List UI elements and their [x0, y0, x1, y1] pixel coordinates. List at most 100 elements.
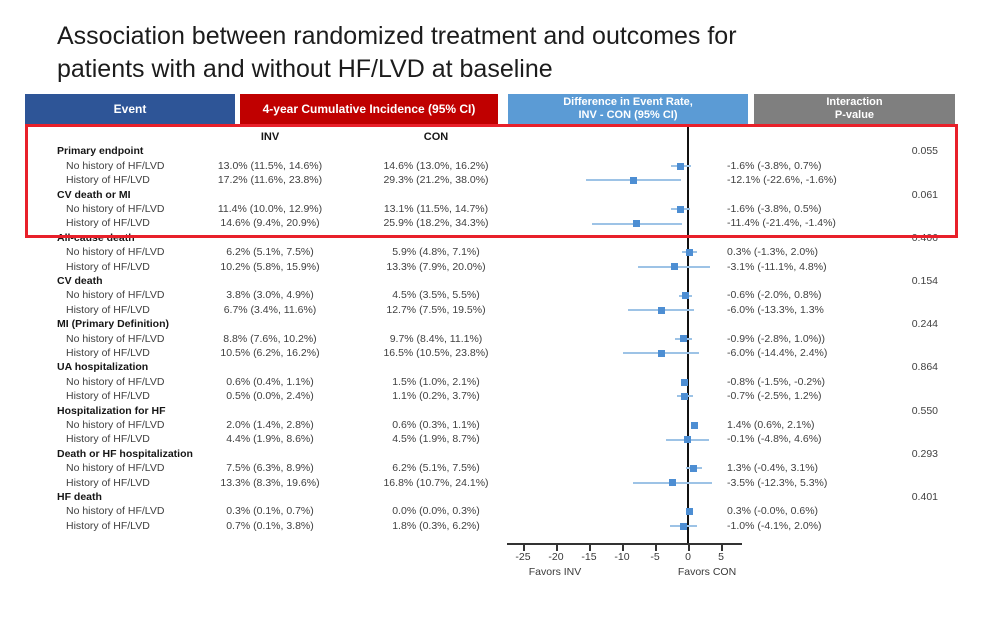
- con-value: 29.3% (21.2%, 38.0%): [383, 174, 489, 187]
- interaction-pvalue: 0.550: [911, 404, 938, 417]
- table-row-item: History of HF/LVD 17.2% (11.6%, 23.8%) 29.…: [0, 173, 985, 187]
- diff-value: -1.0% (-4.1%, 2.0%): [727, 519, 822, 532]
- inv-value: 4.4% (1.9%, 8.6%): [226, 433, 314, 446]
- table-row-item: No history of HF/LVD 3.8% (3.0%, 4.9%) 4.5…: [0, 288, 985, 302]
- point-marker: [680, 335, 688, 343]
- diff-value: -6.0% (-13.3%, 1.3%: [727, 303, 824, 316]
- page-title: Association between randomized treatment…: [57, 20, 937, 86]
- column-header-interaction-line2: P-value: [834, 109, 875, 121]
- diff-value: -6.0% (-14.4%, 2.4%): [727, 347, 828, 359]
- diff-value: -3.1% (-11.1%, 4.8%): [727, 260, 827, 273]
- point-marker: [680, 522, 687, 530]
- con-value: 1.5% (1.0%, 2.1%): [392, 375, 480, 388]
- inv-value: 3.8% (3.0%, 4.9%): [226, 289, 314, 302]
- event-item-label: No history of HF/LVD: [66, 462, 165, 475]
- event-group-label: CV death or MI: [57, 188, 131, 201]
- point-marker: [670, 263, 678, 271]
- point-marker: [657, 306, 665, 314]
- con-value: 4.5% (3.5%, 5.5%): [392, 289, 480, 302]
- axis-tick-mark: [523, 545, 525, 551]
- point-marker: [677, 205, 685, 213]
- inv-value: 6.7% (3.4%, 11.6%): [223, 303, 317, 316]
- axis-tick-mark: [556, 545, 558, 551]
- point-marker: [681, 392, 689, 400]
- con-value: 14.6% (13.0%, 16.2%): [383, 159, 489, 172]
- table-row-item: No history of HF/LVD 0.3% (0.1%, 0.7%) 0.0…: [0, 504, 985, 518]
- con-value: 13.3% (7.9%, 20.0%): [386, 260, 486, 273]
- table-row-item: History of HF/LVD 0.5% (0.0%, 2.4%) 1.1% (…: [0, 389, 985, 403]
- table-row-item: No history of HF/LVD 11.4% (10.0%, 12.9%)…: [0, 202, 985, 216]
- event-item-label: History of HF/LVD: [66, 303, 150, 316]
- event-group-label: Hospitalization for HF: [57, 404, 166, 417]
- event-group-label: MI (Primary Definition): [57, 318, 170, 331]
- diff-value: -0.7% (-2.5%, 1.2%): [727, 390, 822, 403]
- axis-tick-label: -10: [614, 551, 630, 563]
- inv-value: 0.7% (0.1%, 3.8%): [226, 519, 314, 532]
- inv-value: 14.6% (9.4%, 20.9%): [220, 217, 320, 230]
- inv-value: 7.5% (6.3%, 8.9%): [226, 462, 314, 475]
- event-item-label: No history of HF/LVD: [66, 419, 165, 431]
- axis-tick-mark: [688, 545, 690, 551]
- interaction-pvalue: 0.061: [911, 188, 938, 201]
- table-row-item: History of HF/LVD 14.6% (9.4%, 20.9%) 25.9…: [0, 216, 985, 230]
- page-title-line2: patients with and without HF/LVD at base…: [57, 55, 553, 83]
- inv-value: 0.5% (0.0%, 2.4%): [226, 390, 314, 403]
- inv-value: 0.6% (0.4%, 1.1%): [226, 375, 314, 388]
- table-row-item: History of HF/LVD 10.2% (5.8%, 15.9%) 13.3…: [0, 260, 985, 274]
- event-item-label: No history of HF/LVD: [66, 375, 165, 388]
- interaction-pvalue: 0.244: [911, 318, 938, 331]
- event-group-label: Primary endpoint: [57, 145, 144, 158]
- diff-value: -0.8% (-1.5%, -0.2%): [727, 375, 826, 388]
- diff-value: -1.6% (-3.8%, 0.7%): [727, 159, 822, 172]
- con-value: 9.7% (8.4%, 11.1%): [389, 332, 483, 345]
- diff-value: -12.1% (-22.6%, -1.6%): [727, 174, 837, 187]
- axis-tick-mark: [589, 545, 591, 551]
- table-row-group: All-cause death 0.406: [0, 231, 985, 245]
- inv-value: 10.5% (6.2%, 16.2%): [220, 347, 320, 359]
- diff-value: 1.4% (0.6%, 2.1%): [727, 419, 815, 431]
- point-marker: [690, 464, 698, 472]
- event-item-label: No history of HF/LVD: [66, 505, 165, 518]
- inv-value: 13.3% (8.3%, 19.6%): [220, 476, 320, 489]
- point-marker: [657, 349, 665, 357]
- table-row-group: CV death 0.154: [0, 274, 985, 288]
- point-marker: [690, 421, 698, 429]
- event-item-label: History of HF/LVD: [66, 174, 150, 187]
- table-row-item: History of HF/LVD 6.7% (3.4%, 11.6%) 12.7%…: [0, 303, 985, 317]
- table-row-group: HF death 0.401: [0, 490, 985, 504]
- interaction-pvalue: 0.406: [911, 231, 938, 244]
- event-item-label: History of HF/LVD: [66, 519, 150, 532]
- column-header-difference: Difference in Event Rate, INV - CON (95%…: [508, 94, 748, 124]
- diff-value: -0.1% (-4.8%, 4.6%): [727, 433, 822, 446]
- table-row-item: No history of HF/LVD 6.2% (5.1%, 7.5%) 5.9…: [0, 245, 985, 259]
- point-marker: [684, 436, 692, 444]
- column-header-incidence: 4-year Cumulative Incidence (95% CI): [240, 94, 498, 124]
- axis-tick-label: -20: [548, 551, 564, 563]
- interaction-pvalue: 0.293: [911, 447, 938, 460]
- table-row-item: History of HF/LVD 13.3% (8.3%, 19.6%) 16.8…: [0, 476, 985, 490]
- inv-value: 0.3% (0.1%, 0.7%): [226, 505, 314, 518]
- diff-value: -11.4% (-21.4%, -1.4%): [727, 217, 836, 230]
- con-value: 5.9% (4.8%, 7.1%): [392, 246, 480, 259]
- column-header-difference-line2: INV - CON (95% CI): [578, 109, 678, 121]
- diff-value: -0.9% (-2.8%, 1.0%)): [727, 332, 826, 345]
- axis-tick-label: 5: [718, 551, 724, 563]
- point-marker: [630, 176, 638, 184]
- event-group-label: All-cause death: [57, 231, 135, 244]
- con-value: 25.9% (18.2%, 34.3%): [383, 217, 489, 230]
- event-item-label: History of HF/LVD: [66, 347, 150, 359]
- event-group-label: CV death: [57, 275, 103, 287]
- column-header-incidence-label: 4-year Cumulative Incidence (95% CI): [262, 101, 476, 116]
- interaction-pvalue: 0.401: [911, 491, 938, 503]
- favors-con-label: Favors CON: [677, 566, 737, 578]
- inv-value: 2.0% (1.4%, 2.8%): [226, 419, 314, 431]
- column-header-event: Event: [25, 94, 235, 124]
- event-item-label: History of HF/LVD: [66, 390, 150, 403]
- con-value: 0.6% (0.3%, 1.1%): [392, 419, 480, 431]
- point-marker: [668, 479, 676, 487]
- column-header-event-label: Event: [113, 101, 147, 116]
- diff-value: -0.6% (-2.0%, 0.8%): [727, 289, 822, 302]
- axis-tick-mark: [721, 545, 723, 551]
- favors-inv-label: Favors INV: [528, 566, 582, 578]
